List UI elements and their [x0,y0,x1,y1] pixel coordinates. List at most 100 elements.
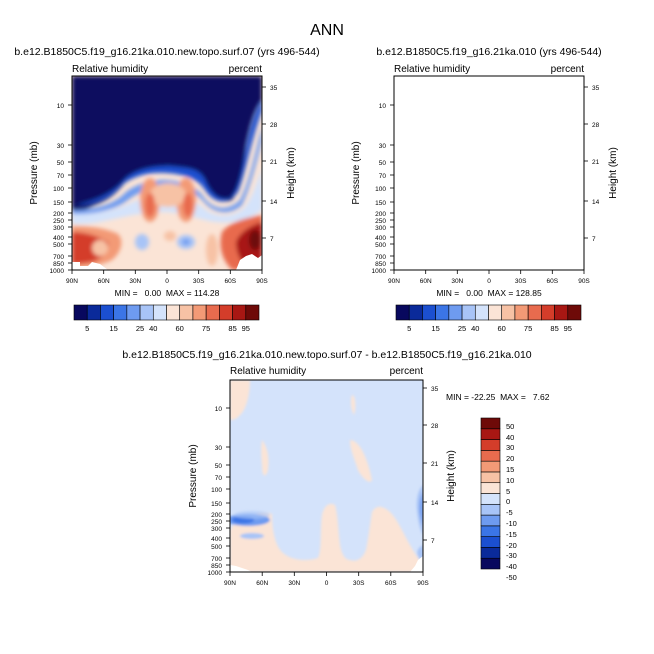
panel-b-y2-axis-label: Height (km) [608,147,619,199]
panel-a-y2tick-28: 28 [270,122,278,129]
panel-b-xtick-30n: 30N [451,278,463,285]
panel-c-xtick-30n: 30N [288,580,300,587]
panel-c-cbar-label-20: 20 [506,454,514,463]
panel-b-cbar-label-60: 60 [498,324,506,333]
colorbar-swatch [100,304,114,321]
panel-c-stats: MIN = -22.25 MAX = 7.62 [446,392,550,402]
panel-a-x-ticks: 90N 60N 30N 0 30S 60S 90S [66,278,268,285]
panel-a-ytick-100: 100 [53,186,64,193]
panel-b-xtick-60n: 60N [420,278,432,285]
panel-c-cbar-label-30: 30 [506,443,514,452]
panel-b-title: b.e12.B1850C5.f19_g16.21ka.010 (yrs 496-… [376,46,601,58]
panel-a-ytick-500: 500 [53,242,64,249]
panel-b-ytick-100: 100 [375,186,386,193]
panel-a-xtick-90s: 90S [256,278,268,285]
panel-c-y2tick-35: 35 [431,386,439,393]
colorbar-swatch [480,417,501,430]
panel-b-cbar-label-15: 15 [431,324,439,333]
panel-a-xtick-0: 0 [165,278,169,285]
panel-a-cbar-label-25: 25 [136,324,144,333]
colorbar-swatch [139,304,154,321]
panel-b-xtick-60s: 60S [547,278,559,285]
colorbar-swatch [480,525,501,537]
panel-b-y2tick-35: 35 [592,85,600,92]
panel-b-y2-ticks: 35 28 21 14 7 [592,85,600,243]
colorbar-swatch [219,304,233,321]
panel-a-title: b.e12.B1850C5.f19_g16.21ka.010.new.topo.… [14,46,319,58]
panel-a-ytick-200: 200 [53,211,64,218]
colorbar-swatch [408,304,423,321]
panel-a-cbar-label-95: 95 [242,324,250,333]
colorbar-swatch [480,547,501,559]
colorbar-swatch [554,304,569,321]
panel-a-ytick-700: 700 [53,254,64,261]
colorbar-swatch [480,439,501,451]
panel-c-field [230,380,423,572]
panel-c-ytick-70: 70 [215,475,223,482]
colorbar-swatch [166,304,181,321]
panel-c-colorbar: 50 40 30 20 15 10 5 0 -5 -10 -15 -20 -30… [480,417,517,582]
panel-c-ytick-300: 300 [211,526,222,533]
panel-c-ytick-850: 850 [211,563,222,570]
panel-b-ytick-400: 400 [375,235,386,242]
colorbar-swatch [232,304,247,321]
colorbar-swatch [480,536,501,548]
colorbar-swatch [480,460,501,473]
panel-c-cbar-label-15: 15 [506,465,514,474]
panel-b-ytick-250: 250 [375,218,386,225]
panel-b-colorbar: 5 15 25 40 60 75 85 95 [395,304,582,333]
panel-b-ytick-10: 10 [379,103,387,110]
panel-a-y2tick-35: 35 [270,85,278,92]
panel-c-ytick-100: 100 [211,487,222,494]
panel-a-cbar-label-85: 85 [228,324,236,333]
colorbar-swatch [179,304,194,321]
colorbar-swatch [461,304,476,321]
panel-b-field [394,76,584,270]
panel-b-y2tick-7: 7 [592,236,596,243]
panel-b-y2tick-14: 14 [592,199,600,206]
figure-title: ANN [310,22,344,39]
panel-c-y2tick-14: 14 [431,500,439,507]
panel-b-ytick-30: 30 [379,143,387,150]
panel-b-cbar-label-85: 85 [550,324,558,333]
colorbar-swatch [113,304,128,321]
colorbar-swatch [514,304,529,321]
panel-b-cbar-label-40: 40 [471,324,479,333]
panel-b-ytick-500: 500 [375,242,386,249]
panel-a-cbar-label-15: 15 [109,324,117,333]
panel-c-left-label: Relative humidity [230,366,306,377]
panel-a-ytick-70: 70 [57,173,65,180]
colorbar-swatch [480,493,501,505]
panel-b-ytick-150: 150 [375,200,386,207]
panel-c-y2-ticks: 35 28 21 14 7 [431,386,439,545]
colorbar-swatch [480,471,501,484]
colorbar-swatch [422,304,436,321]
colorbar-swatch [480,514,501,527]
panel-a-cbar-label-75: 75 [202,324,210,333]
panel-c-cbar-label-5: 5 [506,487,510,496]
panel-c-ytick-500: 500 [211,544,222,551]
panel-c-cbar-label-m40: -40 [506,562,517,571]
panel-c-ytick-1000: 1000 [208,570,223,577]
colorbar-swatch [480,503,501,516]
panel-a-xtick-90n: 90N [66,278,78,285]
panel-c-ytick-400: 400 [211,536,222,543]
panel-a-ytick-150: 150 [53,200,64,207]
panel-a-xtick-60s: 60S [225,278,237,285]
panel-a-xtick-30s: 30S [193,278,205,285]
panel-a-left-label: Relative humidity [72,64,148,75]
panel-c-xtick-60s: 60S [385,580,397,587]
panel-b-y-axis-label: Pressure (mb) [351,141,362,204]
panel-c-xtick-30s: 30S [353,580,365,587]
colorbar-swatch [126,304,141,321]
colorbar-swatch [448,304,463,321]
panel-c-cbar-label-10: 10 [506,476,514,485]
colorbar-swatch [245,304,260,321]
panel-b-right-label: percent [551,64,585,75]
panel-a-xtick-60n: 60N [98,278,110,285]
panel-a: b.e12.B1850C5.f19_g16.21ka.010.new.topo.… [14,46,319,333]
panel-a-y-axis-label: Pressure (mb) [29,141,40,204]
panel-c-right-label: percent [390,366,424,377]
panel-c-cbar-label-m15: -15 [506,530,517,539]
